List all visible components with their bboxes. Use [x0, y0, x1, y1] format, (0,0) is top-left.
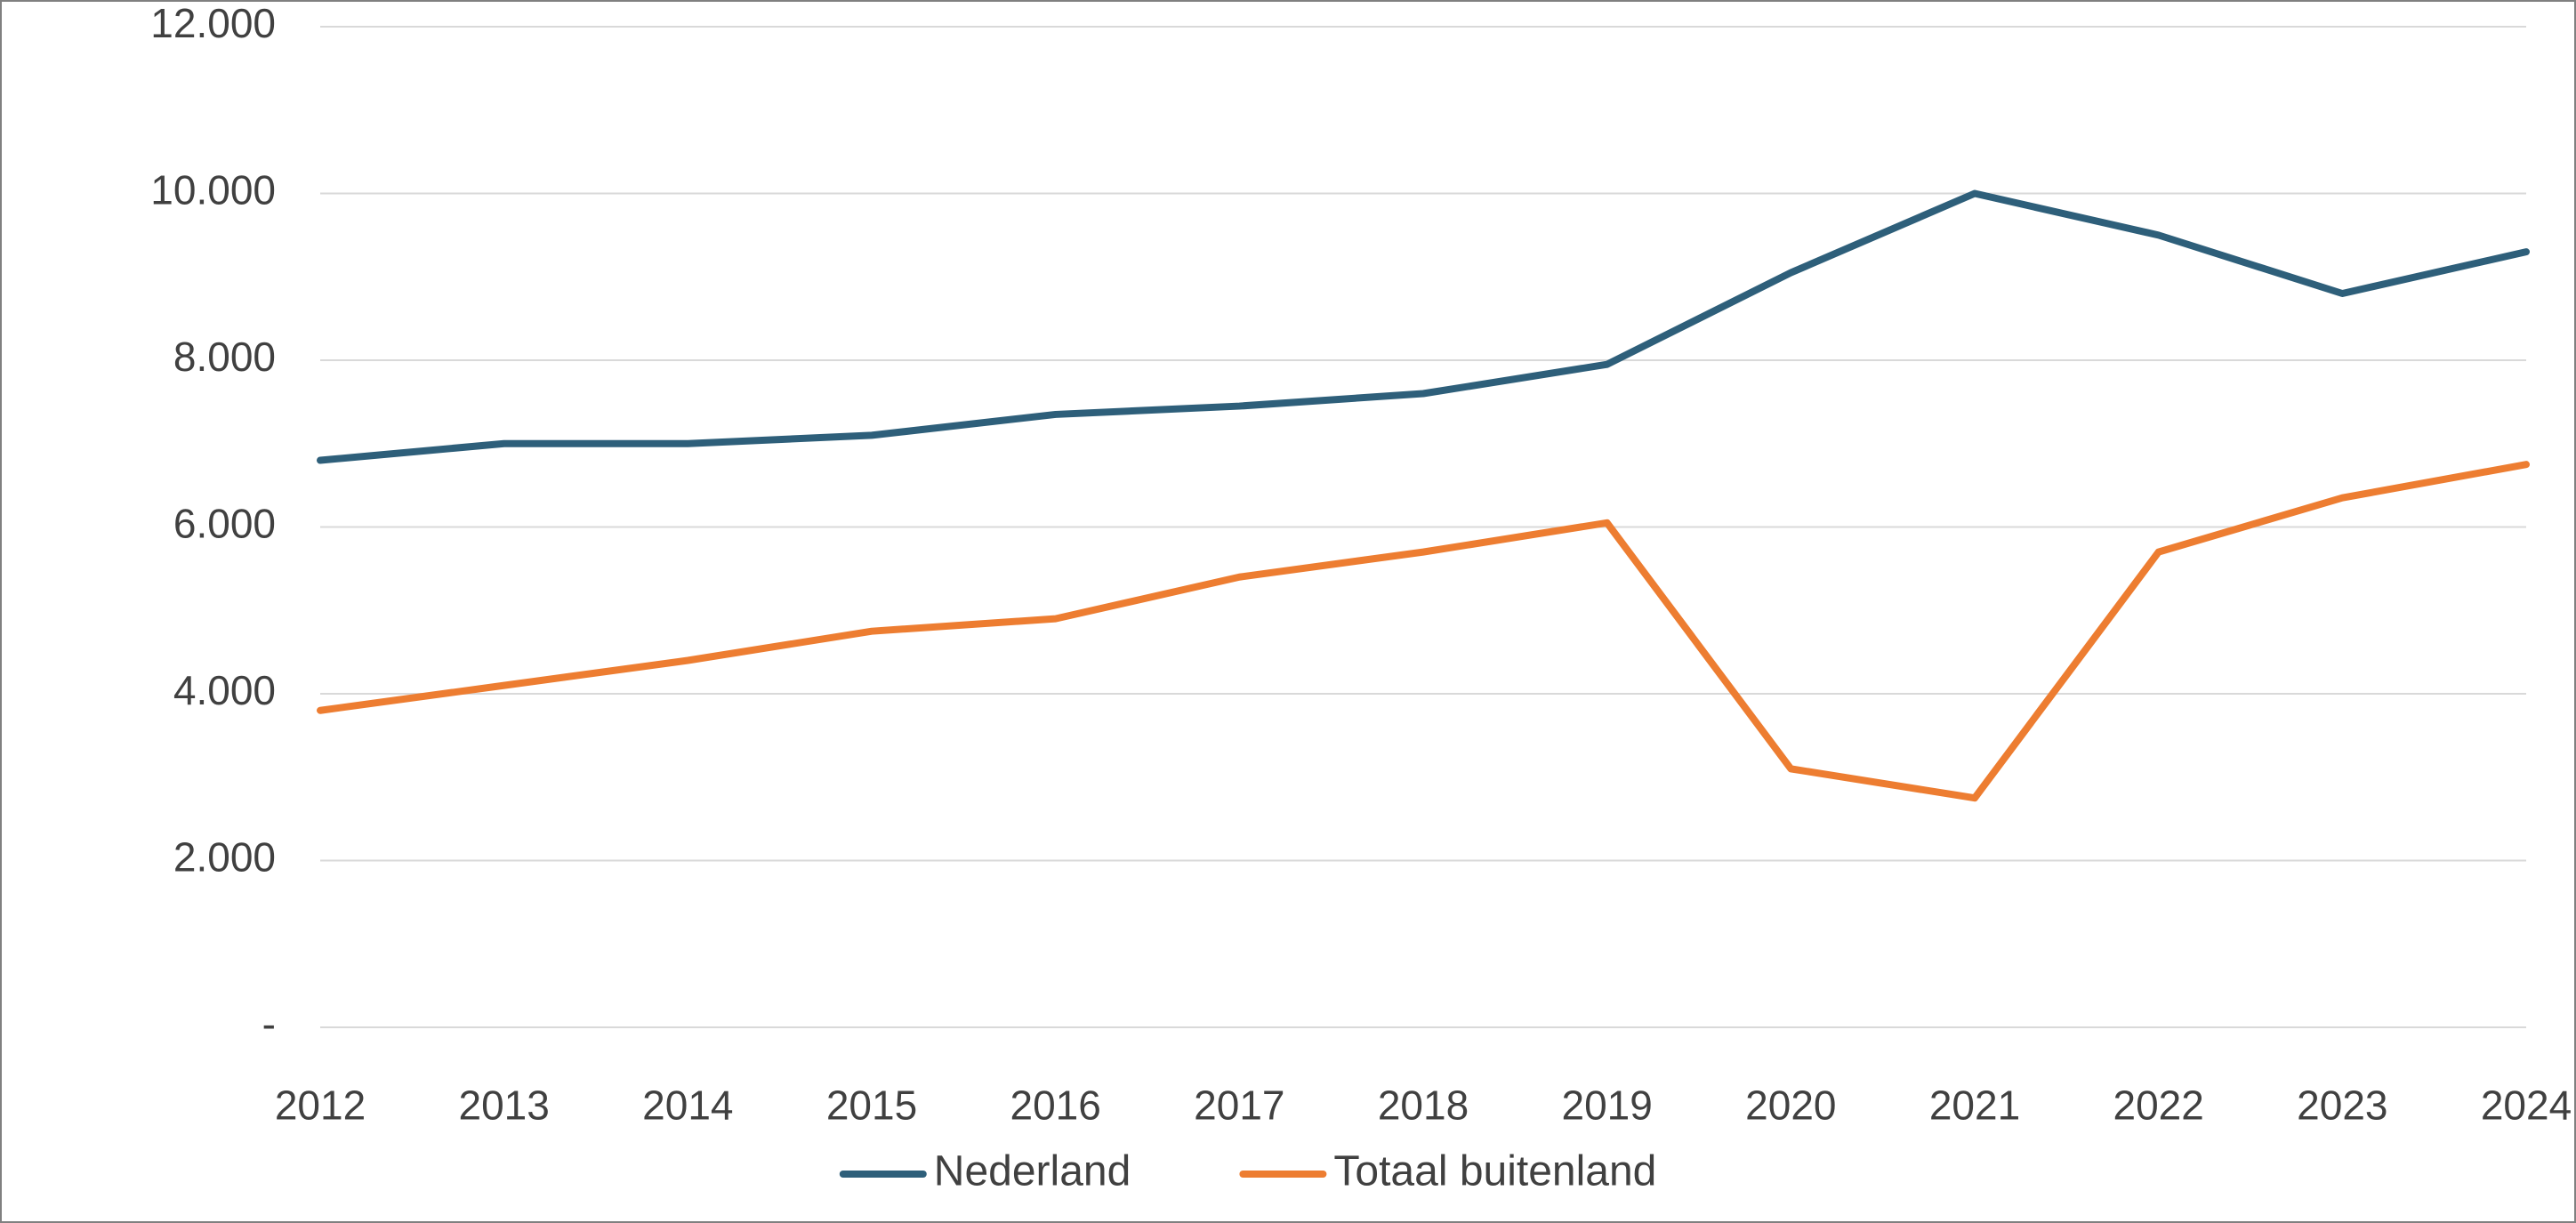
- y-tick-label: 12.000: [150, 0, 276, 46]
- y-tick-label: -: [262, 1001, 276, 1047]
- legend-label: Nederland: [934, 1148, 1131, 1195]
- legend-label: Totaal buitenland: [1333, 1148, 1656, 1195]
- x-tick-label: 2023: [2297, 1082, 2387, 1129]
- y-tick-label: 8.000: [173, 334, 276, 380]
- y-tick-label: 10.000: [150, 167, 276, 213]
- x-tick-label: 2012: [275, 1082, 366, 1129]
- y-tick-label: 6.000: [173, 501, 276, 547]
- x-tick-label: 2014: [642, 1082, 733, 1129]
- y-tick-label: 2.000: [173, 834, 276, 881]
- x-tick-label: 2021: [1929, 1082, 2020, 1129]
- x-tick-label: 2020: [1745, 1082, 1836, 1129]
- x-tick-label: 2016: [1010, 1082, 1100, 1129]
- x-tick-label: 2024: [2481, 1082, 2572, 1129]
- line-chart: - 2.000 4.000 6.000 8.000 10.000 12.000 2012 201…: [0, 0, 2576, 1223]
- x-tick-label: 2015: [826, 1082, 917, 1129]
- x-tick-label: 2013: [458, 1082, 549, 1129]
- x-tick-label: 2019: [1561, 1082, 1652, 1129]
- x-tick-label: 2018: [1378, 1082, 1469, 1129]
- x-tick-label: 2017: [1194, 1082, 1284, 1129]
- y-tick-label: 4.000: [173, 667, 276, 713]
- x-tick-label: 2022: [2113, 1082, 2203, 1129]
